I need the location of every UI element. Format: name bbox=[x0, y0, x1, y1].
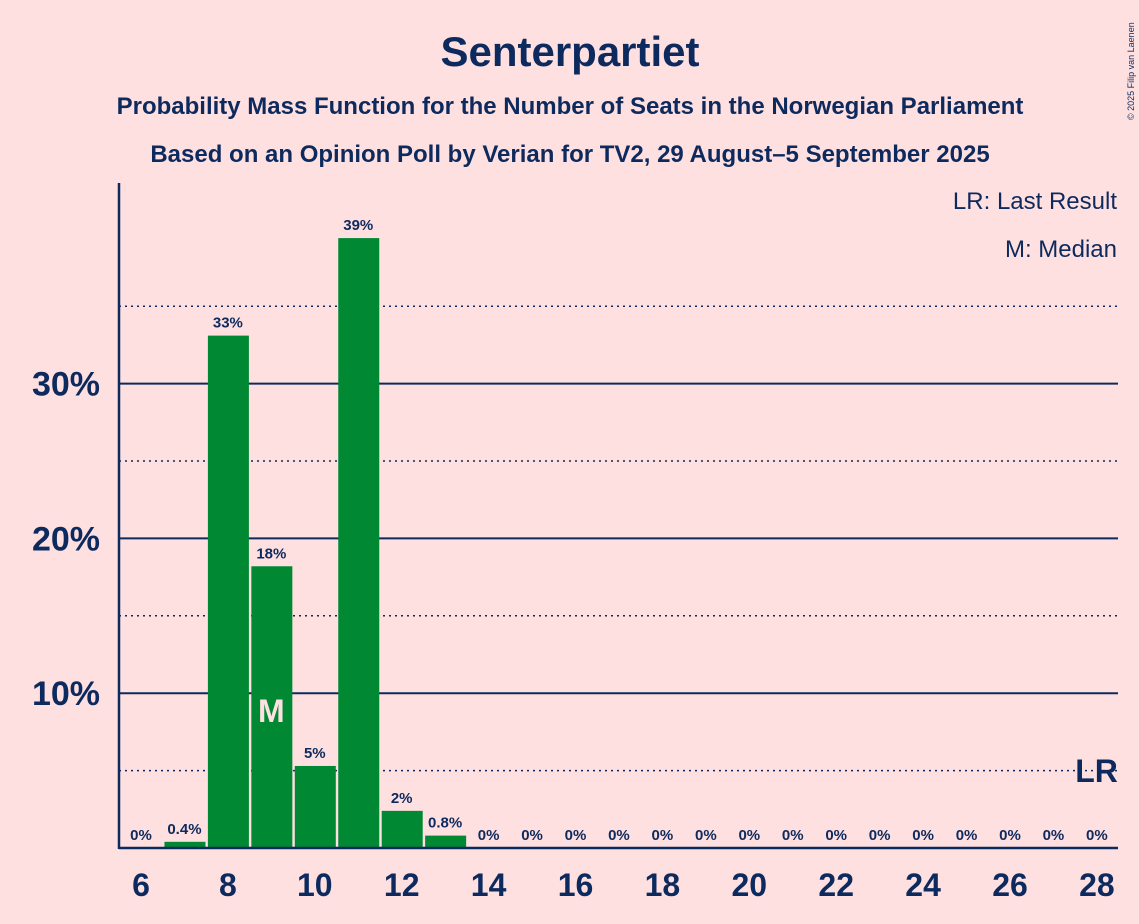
data-label-14: 0% bbox=[478, 827, 500, 844]
last-result-marker: LR bbox=[1075, 753, 1118, 789]
copyright: © 2025 Filip van Laenen bbox=[1126, 22, 1136, 120]
data-label-24: 0% bbox=[912, 827, 934, 844]
bar-12 bbox=[381, 810, 423, 848]
data-label-6: 0% bbox=[130, 827, 152, 844]
data-label-17: 0% bbox=[608, 827, 630, 844]
x-tick-label: 12 bbox=[384, 867, 420, 903]
data-label-12: 2% bbox=[391, 790, 413, 807]
data-label-23: 0% bbox=[869, 827, 891, 844]
legend-last-result: LR: Last Result bbox=[953, 188, 1117, 215]
chart-subtitle: Probability Mass Function for the Number… bbox=[117, 93, 1024, 120]
x-tick-label: 16 bbox=[558, 867, 594, 903]
data-label-21: 0% bbox=[782, 827, 804, 844]
x-tick-label: 22 bbox=[818, 867, 854, 903]
y-tick-label: 30% bbox=[32, 366, 100, 404]
data-label-28: 0% bbox=[1086, 827, 1108, 844]
legend-median: M: Median bbox=[1005, 236, 1117, 263]
data-label-26: 0% bbox=[999, 827, 1021, 844]
x-tick-label: 6 bbox=[132, 867, 150, 903]
data-label-16: 0% bbox=[565, 827, 587, 844]
x-tick-label: 14 bbox=[471, 867, 507, 903]
x-tick-label: 10 bbox=[297, 867, 333, 903]
data-label-7: 0.4% bbox=[167, 821, 201, 838]
median-marker: M bbox=[258, 693, 285, 729]
bar-9 bbox=[251, 566, 293, 848]
data-label-22: 0% bbox=[825, 827, 847, 844]
x-tick-label: 20 bbox=[732, 867, 768, 903]
x-tick-label: 28 bbox=[1079, 867, 1115, 903]
data-label-18: 0% bbox=[652, 827, 674, 844]
x-tick-label: 8 bbox=[219, 867, 237, 903]
data-label-25: 0% bbox=[956, 827, 978, 844]
data-label-13: 0.8% bbox=[428, 815, 462, 832]
bar-13 bbox=[425, 835, 467, 848]
data-label-8: 33% bbox=[213, 315, 243, 332]
bar-8 bbox=[207, 335, 249, 848]
x-tick-label: 24 bbox=[905, 867, 941, 903]
bar-11 bbox=[338, 238, 380, 848]
data-label-27: 0% bbox=[1043, 827, 1065, 844]
x-tick-label: 26 bbox=[992, 867, 1028, 903]
data-label-9: 18% bbox=[256, 545, 286, 562]
chart-title: Senterpartiet bbox=[440, 28, 699, 75]
bar-7 bbox=[164, 841, 206, 848]
bar-10 bbox=[294, 765, 336, 848]
chart-subtitle-2: Based on an Opinion Poll by Verian for T… bbox=[150, 141, 989, 168]
y-tick-label: 20% bbox=[32, 520, 100, 558]
data-label-10: 5% bbox=[304, 745, 326, 762]
data-label-19: 0% bbox=[695, 827, 717, 844]
x-tick-label: 18 bbox=[645, 867, 681, 903]
data-label-15: 0% bbox=[521, 827, 543, 844]
data-label-20: 0% bbox=[738, 827, 760, 844]
y-tick-label: 10% bbox=[32, 675, 100, 713]
data-label-11: 39% bbox=[343, 217, 373, 234]
